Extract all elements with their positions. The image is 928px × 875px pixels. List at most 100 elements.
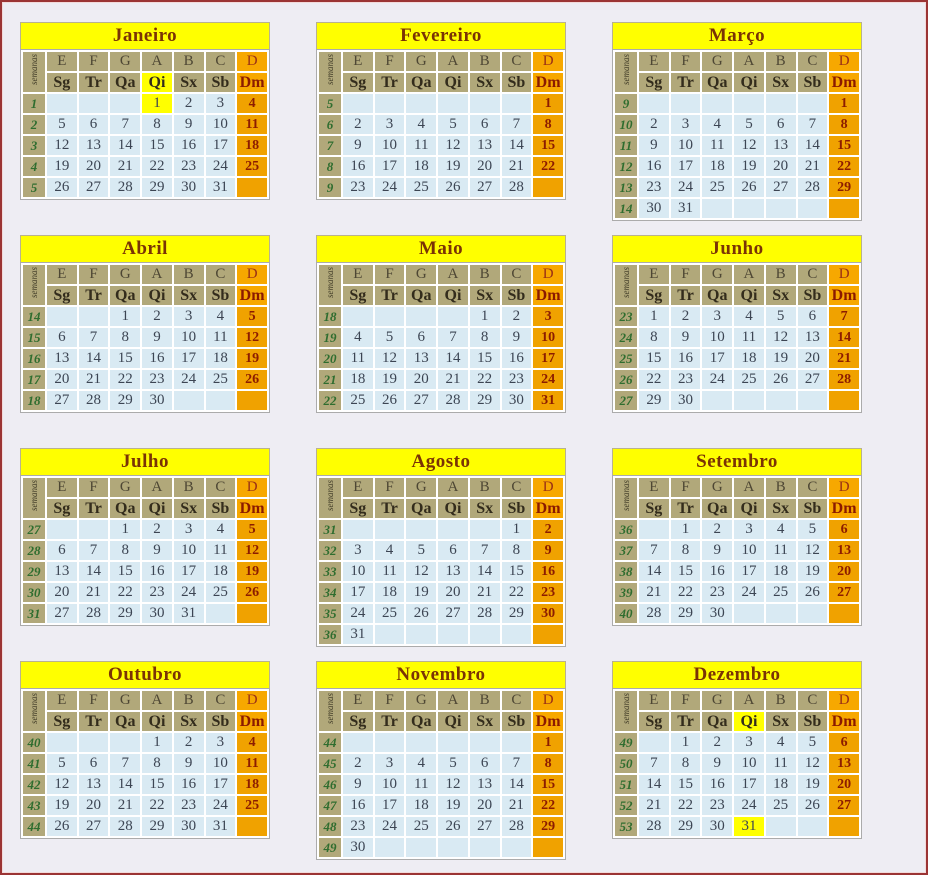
sunday-letter-header: D [237, 265, 267, 284]
sunday-name-header: Dm [237, 286, 267, 305]
day-cell: 3 [205, 94, 236, 113]
day-cell: 31 [205, 817, 236, 836]
weekday-name-header: Tr [374, 286, 405, 305]
day-cell: 6 [797, 307, 828, 326]
sunday-cell: 26 [237, 583, 267, 602]
day-cell: 1 [142, 94, 172, 113]
day-cell [374, 307, 405, 326]
weekday-name-header: Sb [205, 73, 236, 92]
day-cell: 6 [765, 115, 796, 134]
weekday-name-header: Qa [702, 73, 733, 92]
day-cell: 22 [110, 583, 141, 602]
week-row: 25 15 16 17 18 19 20 21 [615, 349, 859, 368]
day-cell: 30 [343, 838, 373, 857]
week-number: 14 [23, 307, 45, 326]
sunday-cell [237, 604, 267, 623]
week-number: 4 [23, 157, 45, 176]
day-letter-header: C [501, 691, 532, 710]
day-cell: 3 [702, 307, 733, 326]
day-cell: 2 [173, 94, 204, 113]
weekday-name-header: Qa [702, 286, 733, 305]
day-letter-header: A [734, 691, 764, 710]
day-cell: 3 [734, 733, 764, 752]
month-title: Novembro [316, 661, 566, 688]
day-cell: 31 [734, 817, 764, 836]
week-row: 29 13 14 15 16 17 18 19 [23, 562, 267, 581]
week-number: 19 [319, 328, 341, 347]
day-letter-header: A [142, 265, 172, 284]
day-cell: 3 [343, 541, 373, 560]
day-cell: 5 [47, 115, 77, 134]
week-row: 43 19 20 21 22 23 24 25 [23, 796, 267, 815]
week-number: 15 [23, 328, 45, 347]
day-cell: 20 [438, 583, 468, 602]
week-number: 5 [319, 94, 341, 113]
sunday-cell: 15 [533, 136, 563, 155]
weekday-name-header: Sx [765, 499, 796, 518]
weekday-name-header: Sb [205, 286, 236, 305]
day-cell: 21 [438, 370, 468, 389]
week-row: 16 13 14 15 16 17 18 19 [23, 349, 267, 368]
weekday-name-header: Sb [797, 499, 828, 518]
day-cell [374, 625, 405, 644]
weekday-name-header: Sb [797, 712, 828, 731]
week-number: 7 [319, 136, 341, 155]
sunday-cell: 18 [237, 775, 267, 794]
weekday-name-header: Qa [702, 499, 733, 518]
day-letter-header: B [765, 52, 796, 71]
weekday-name-header: Sg [343, 712, 373, 731]
day-cell: 10 [670, 136, 701, 155]
day-cell: 18 [734, 349, 764, 368]
day-letter-header: B [173, 52, 204, 71]
week-row: 17 20 21 22 23 24 25 26 [23, 370, 267, 389]
day-cell [501, 838, 532, 857]
weekday-row: Sg Tr Qa Qi Sx Sb Dm [23, 499, 267, 518]
day-cell: 9 [501, 328, 532, 347]
day-cell: 7 [438, 328, 468, 347]
week-number: 17 [23, 370, 45, 389]
month-title: Fevereiro [316, 22, 566, 49]
weekday-name-header: Qa [110, 499, 141, 518]
sunday-cell: 22 [533, 796, 563, 815]
weekday-row: Sg Tr Qa Qi Sx Sb Dm [615, 712, 859, 731]
day-letter-header: B [469, 52, 500, 71]
week-number: 36 [319, 625, 341, 644]
day-cell: 9 [702, 754, 733, 773]
week-number: 40 [615, 604, 637, 623]
day-letter-header: E [47, 478, 77, 497]
day-letter-header: E [639, 691, 669, 710]
sunday-cell: 1 [829, 94, 859, 113]
day-cell: 26 [47, 178, 77, 197]
week-row: 12 16 17 18 19 20 21 22 [615, 157, 859, 176]
day-letter-header: F [670, 52, 701, 71]
day-cell [374, 94, 405, 113]
sunday-letter-header: D [533, 52, 563, 71]
sunday-name-header: Dm [237, 499, 267, 518]
day-cell: 23 [343, 178, 373, 197]
week-number: 25 [615, 349, 637, 368]
day-cell [702, 391, 733, 410]
day-cell: 19 [765, 349, 796, 368]
week-number: 45 [319, 754, 341, 773]
day-cell: 12 [797, 754, 828, 773]
week-row: 38 14 15 16 17 18 19 20 [615, 562, 859, 581]
weekday-row: Sg Tr Qa Qi Sx Sb Dm [319, 73, 563, 92]
day-cell: 2 [702, 733, 733, 752]
month-title: Julho [20, 448, 270, 475]
sunday-cell: 8 [829, 115, 859, 134]
week-row: 27 1 2 3 4 5 [23, 520, 267, 539]
day-cell: 29 [142, 178, 172, 197]
sunday-cell: 8 [533, 754, 563, 773]
week-number: 35 [319, 604, 341, 623]
sunday-letter-header: D [533, 691, 563, 710]
month-title: Agosto [316, 448, 566, 475]
sunday-letter-header: D [829, 52, 859, 71]
day-letter-header: G [406, 52, 437, 71]
